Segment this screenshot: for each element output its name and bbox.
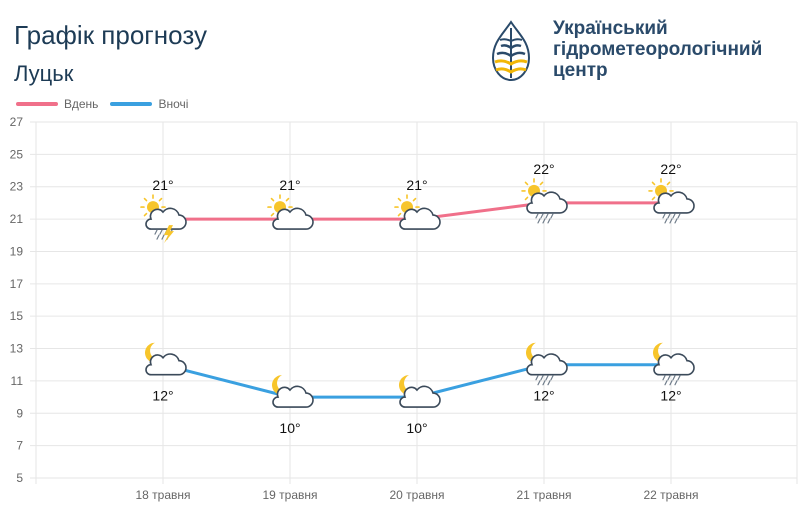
legend-swatch-day <box>16 102 58 106</box>
legend-label-night: Вночі <box>158 97 189 111</box>
y-tick-label: 7 <box>16 439 23 453</box>
night-data-label: 12° <box>152 388 173 404</box>
day-data-label: 21° <box>406 177 427 193</box>
x-tick-label: 19 травня <box>262 488 317 502</box>
legend-label-day: Вдень <box>64 97 99 111</box>
y-tick-label: 5 <box>16 471 23 485</box>
legend-item-day[interactable]: Вдень <box>16 97 98 111</box>
night-data-label: 10° <box>279 420 300 436</box>
legend-swatch-night <box>110 102 153 106</box>
night-data-label: 12° <box>660 388 681 404</box>
hydromet-logo-icon <box>491 20 531 82</box>
y-tick-label: 9 <box>16 406 23 420</box>
y-tick-label: 13 <box>10 342 24 356</box>
y-tick-label: 15 <box>10 309 24 323</box>
moon-cloud-icon <box>272 375 314 408</box>
legend: Вдень Вночі <box>16 97 200 111</box>
moon-cloud-icon <box>145 342 187 376</box>
chart-title: Графік прогнозу <box>14 20 207 50</box>
night-data-label: 12° <box>533 388 554 404</box>
org-line-1: Український <box>553 18 668 39</box>
x-tick-label: 22 травня <box>643 488 698 502</box>
day-data-label: 21° <box>279 177 300 193</box>
y-tick-label: 21 <box>10 212 24 226</box>
y-tick-label: 23 <box>10 180 24 194</box>
day-data-label: 21° <box>152 177 173 193</box>
y-tick-label: 27 <box>10 115 24 129</box>
x-tick-label: 20 травня <box>389 488 444 502</box>
day-data-label: 22° <box>533 161 554 177</box>
legend-item-night[interactable]: Вночі <box>110 97 188 111</box>
y-tick-label: 19 <box>10 244 24 258</box>
x-tick-label: 21 травня <box>516 488 571 502</box>
org-line-3: центр <box>553 60 608 81</box>
night-data-label: 10° <box>406 420 427 436</box>
x-tick-label: 18 травня <box>135 488 190 502</box>
org-line-2: гідрометеорологічний <box>553 39 763 60</box>
moon-cloud-icon <box>399 375 441 408</box>
y-tick-label: 11 <box>11 374 24 388</box>
city-name: Луцьк <box>14 61 74 86</box>
day-data-label: 22° <box>660 161 681 177</box>
org-name: Український гідрометеорологічний центр <box>553 18 762 81</box>
y-tick-label: 25 <box>10 147 24 161</box>
y-tick-label: 17 <box>10 277 24 291</box>
